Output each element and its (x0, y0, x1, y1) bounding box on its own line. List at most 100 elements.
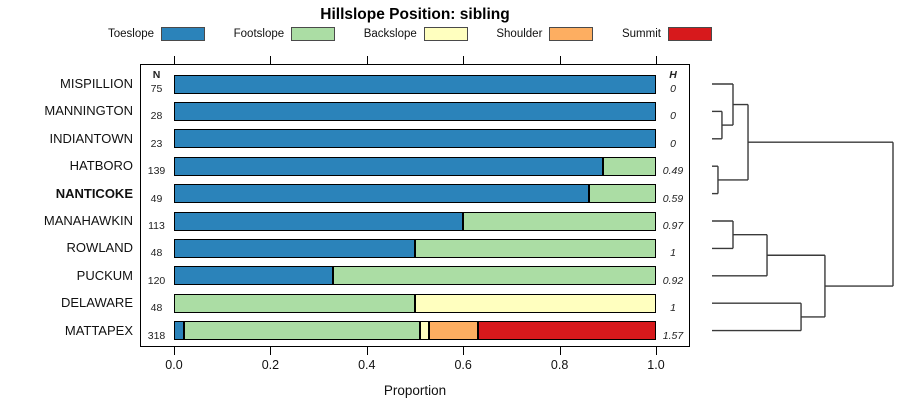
axis-tick-label: 0.0 (165, 358, 183, 372)
stacked-bar-manahawkin (174, 211, 656, 231)
row-label: MATTAPEX (64, 322, 133, 338)
plot-box (140, 64, 690, 347)
legend-label: Summit (621, 28, 661, 40)
legend-swatch-backslope (423, 27, 468, 41)
bar-segment-footslope (602, 156, 656, 176)
h-value: 1 (670, 247, 676, 260)
n-value-text: 75 (150, 83, 163, 95)
n-value: 48 (150, 247, 163, 260)
row-label: MANAHAWKIN (43, 213, 133, 228)
stacked-bar-mattapex (174, 321, 656, 341)
row-label: INDIANTOWN (49, 130, 133, 146)
bar-segment-toeslope (174, 211, 464, 231)
h-value-text: 0 (670, 83, 676, 95)
axis-tick-top (174, 56, 175, 64)
h-value: 0 (670, 110, 676, 123)
bar-segment-footslope (415, 238, 656, 258)
axis-tick-label: 0.4 (358, 358, 376, 372)
legend-label: Shoulder (496, 28, 543, 40)
legend-item-summit: Summit (622, 27, 712, 41)
chart-title: Hillslope Position: sibling (320, 6, 510, 23)
bar-segment-toeslope (174, 74, 656, 94)
bar-segment-footslope (174, 293, 415, 313)
bar-segment-toeslope (174, 101, 656, 121)
axis-tick-label: 1.0 (647, 358, 665, 372)
n-value: 49 (150, 192, 163, 205)
axis-tick-bottom (656, 347, 657, 355)
n-value: 139 (147, 165, 166, 178)
h-value: 0.97 (662, 220, 684, 232)
bar-segment-shoulder (429, 321, 478, 341)
stacked-bar-mannington (174, 101, 656, 121)
legend-swatch-toeslope (161, 27, 206, 41)
axis-tick-label: 0.8 (550, 358, 569, 372)
bar-segment-footslope (588, 184, 656, 204)
legend-swatch-summit (667, 27, 712, 41)
legend-swatch-shoulder (549, 27, 594, 41)
axis-tick-top (366, 56, 368, 64)
legend-label: Toeslope (108, 28, 155, 40)
h-value: 0 (670, 137, 676, 150)
axis-tick-label: 0.6 (454, 358, 472, 372)
axis-tick-top (559, 56, 561, 64)
stacked-bar-nanticoke (174, 184, 656, 204)
h-value: 1 (670, 302, 676, 315)
bar-segment-toeslope (174, 321, 184, 341)
axis-tick-bottom (174, 347, 175, 355)
bar-segment-toeslope (174, 238, 415, 258)
axis-tick-bottom (463, 347, 465, 355)
legend-label: Footslope (233, 28, 285, 40)
bar-segment-backslope (415, 293, 656, 313)
bar-segment-toeslope (174, 184, 589, 204)
n-value: N 75 (142, 68, 171, 96)
axis-tick-label: 0.2 (261, 358, 280, 372)
row-label: DELAWARE (61, 295, 133, 311)
axis-tick-top (656, 56, 657, 64)
row-label: NANTICOKE (55, 185, 133, 201)
h-value: 1.57 (662, 329, 684, 342)
row-label: MANNINGTON (44, 103, 133, 119)
bar-segment-summit (477, 321, 656, 341)
legend-label: Backslope (363, 28, 417, 40)
n-value: 318 (147, 329, 166, 342)
n-value: 113 (148, 220, 165, 232)
h-value: 0.49 (662, 165, 684, 178)
stacked-bar-rowland (174, 238, 656, 258)
n-value: 23 (150, 137, 163, 150)
row-label: PUCKUM (76, 267, 133, 283)
stacked-bar-hatboro (174, 156, 656, 176)
cluster-dendrogram (712, 83, 894, 332)
stacked-bar-indiantown (174, 129, 656, 149)
row-label: ROWLAND (66, 240, 133, 256)
legend-item-shoulder: Shoulder (496, 27, 594, 41)
n-value: 120 (147, 274, 166, 287)
legend-item-backslope: Backslope (364, 27, 468, 41)
legend: Toeslope Footslope Backslope Shoulder Summit (108, 26, 712, 42)
legend-item-footslope: Footslope (234, 27, 336, 41)
row-label: HATBORO (69, 158, 133, 174)
x-axis-title: Proportion (383, 383, 447, 398)
axis-tick-top (270, 56, 272, 64)
bar-segment-toeslope (174, 129, 656, 149)
n-value: 28 (150, 110, 163, 123)
bar-segment-footslope (463, 211, 656, 231)
legend-item-toeslope: Toeslope (108, 27, 206, 41)
row-label: MISPILLION (60, 76, 133, 91)
h-value: 0.59 (662, 192, 684, 205)
axis-tick-top (463, 56, 465, 64)
stacked-bar-mispillion (174, 74, 656, 94)
n-column-header: N (152, 69, 161, 81)
axis-tick-bottom (559, 347, 561, 355)
stacked-bar-delaware (174, 293, 656, 313)
h-value: 0.92 (662, 274, 684, 287)
bar-segment-toeslope (174, 266, 334, 286)
bar-segment-footslope (333, 266, 656, 286)
bar-segment-footslope (183, 321, 420, 341)
bar-segment-backslope (419, 321, 430, 341)
h-column-header: H (669, 69, 677, 81)
n-value: 48 (150, 302, 163, 315)
axis-tick-bottom (366, 347, 368, 355)
bar-segment-toeslope (174, 156, 603, 176)
stacked-bar-puckum (174, 266, 656, 286)
